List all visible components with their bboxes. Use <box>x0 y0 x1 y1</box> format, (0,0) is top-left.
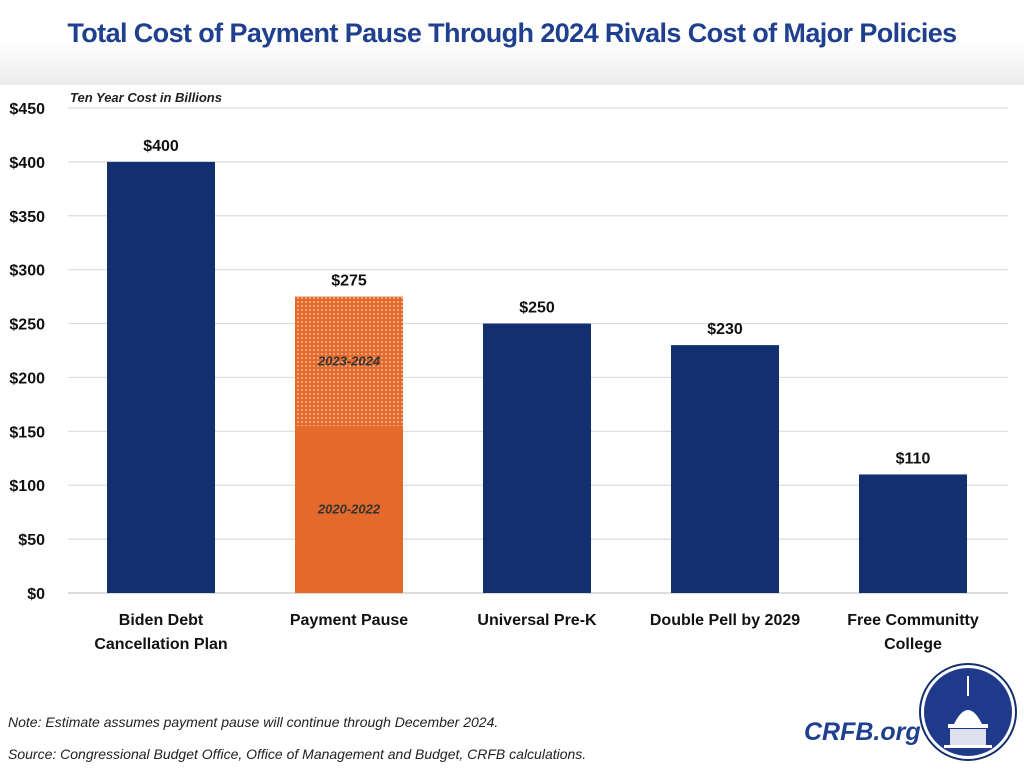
bar-segment-2020-2022 <box>295 425 403 593</box>
bar-chart: $0 $50 $100 $150 $200 $250 $300 $350 $400 $450 20… <box>9 90 1008 653</box>
value-label: $230 <box>707 321 743 338</box>
chart-title: Total Cost of Payment Pause Through 2024… <box>67 18 957 48</box>
category-label: Universal Pre-K <box>477 612 597 629</box>
y-tick-label: $450 <box>9 101 45 118</box>
value-label: $275 <box>331 273 367 290</box>
category-label: Free Communitty College <box>847 612 979 653</box>
category-label: Biden Debt Cancellation Plan <box>94 612 227 653</box>
y-tick-label: $150 <box>9 424 45 441</box>
y-tick-label: $250 <box>9 317 45 334</box>
y-tick-label: $50 <box>18 532 45 549</box>
category-label: Double Pell by 2029 <box>650 612 800 629</box>
value-label: $400 <box>143 138 179 155</box>
y-tick-label: $350 <box>9 209 45 226</box>
value-label: $110 <box>896 450 931 467</box>
source-note: Source: Congressional Budget Office, Off… <box>8 746 587 762</box>
y-axis-label: Ten Year Cost in Billions <box>70 90 222 105</box>
bar <box>671 345 779 593</box>
y-tick-label: $100 <box>9 478 45 495</box>
footnote: Note: Estimate assumes payment pause wil… <box>8 714 499 730</box>
title-banner <box>0 0 1024 85</box>
value-label: $250 <box>519 300 555 317</box>
y-tick-label: $300 <box>9 263 45 280</box>
segment-label: 2023-2024 <box>317 353 381 368</box>
y-tick-label: $0 <box>27 586 45 603</box>
bar <box>107 161 215 593</box>
segment-label: 2020-2022 <box>317 501 381 516</box>
y-tick-label: $400 <box>9 155 45 172</box>
bar <box>483 323 591 593</box>
brand-link[interactable]: CRFB.org <box>804 718 921 746</box>
bar <box>859 474 967 593</box>
category-label: Payment Pause <box>290 612 408 629</box>
y-tick-label: $200 <box>9 370 45 387</box>
bar-segment-2023-2024 <box>295 296 403 426</box>
capitol-logo-icon <box>919 663 1017 761</box>
